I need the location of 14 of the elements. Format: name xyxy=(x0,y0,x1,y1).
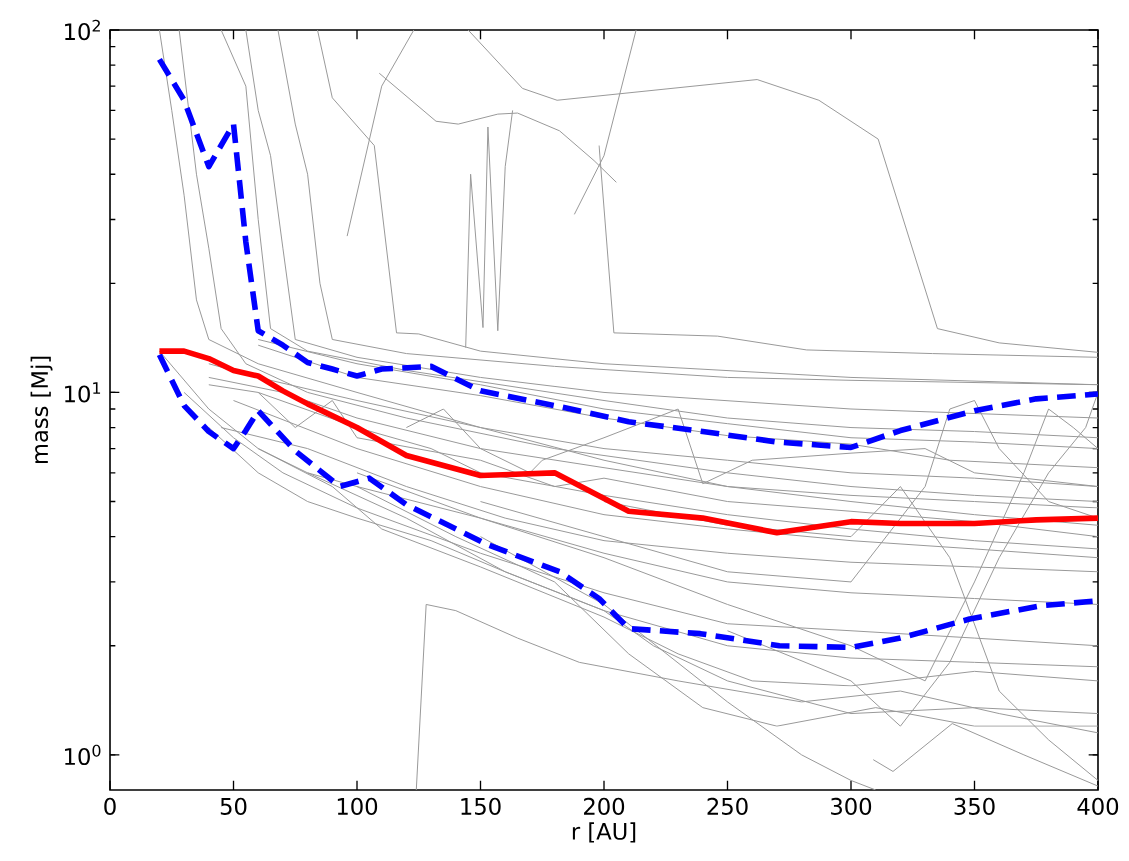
x-tick-label: 300 xyxy=(831,797,872,815)
x-tick-label: 150 xyxy=(461,797,501,815)
x-axis-title: r [AU] xyxy=(572,822,636,843)
x-tick-label: 0 xyxy=(104,797,116,815)
y-tick-label: 10$^{1}$ xyxy=(65,382,101,403)
x-tick-label: 50 xyxy=(220,797,247,815)
x-tick-label: 350 xyxy=(954,797,995,815)
x-tick-label: 100 xyxy=(337,797,378,815)
x-tick-label: 400 xyxy=(1077,797,1119,815)
x-tick-label: 200 xyxy=(584,797,625,815)
y-tick-label: 10$^{2}$ xyxy=(65,19,100,41)
y-tick-label: 10$^{0}$ xyxy=(65,744,101,766)
y-axis-title: mass [Mj] xyxy=(30,356,53,464)
x-tick-label: 250 xyxy=(707,797,748,815)
